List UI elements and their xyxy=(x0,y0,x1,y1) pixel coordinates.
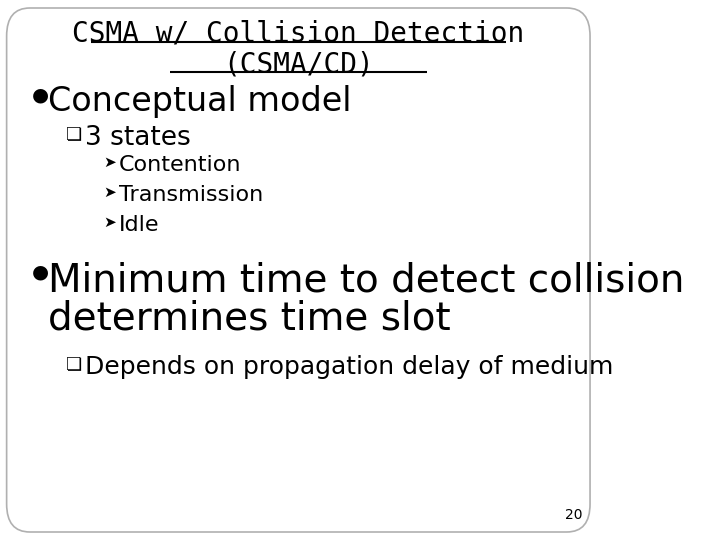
Text: (CSMA/CD): (CSMA/CD) xyxy=(223,50,374,78)
Text: Contention: Contention xyxy=(119,155,241,175)
Text: ●: ● xyxy=(32,85,48,104)
Text: ●: ● xyxy=(32,262,48,281)
Text: ➤: ➤ xyxy=(104,215,117,230)
Text: Depends on propagation delay of medium: Depends on propagation delay of medium xyxy=(84,355,613,379)
Text: Minimum time to detect collision: Minimum time to detect collision xyxy=(48,262,685,300)
Text: 20: 20 xyxy=(565,508,582,522)
Text: ❏: ❏ xyxy=(66,125,82,143)
Text: 3 states: 3 states xyxy=(84,125,190,151)
Text: Conceptual model: Conceptual model xyxy=(48,85,351,118)
Text: Transmission: Transmission xyxy=(119,185,263,205)
FancyBboxPatch shape xyxy=(6,8,590,532)
Text: ➤: ➤ xyxy=(104,155,117,170)
Text: ❏: ❏ xyxy=(66,355,82,373)
Text: Idle: Idle xyxy=(119,215,159,235)
Text: determines time slot: determines time slot xyxy=(48,300,451,338)
Text: CSMA w/ Collision Detection: CSMA w/ Collision Detection xyxy=(72,20,524,48)
Text: ➤: ➤ xyxy=(104,185,117,200)
